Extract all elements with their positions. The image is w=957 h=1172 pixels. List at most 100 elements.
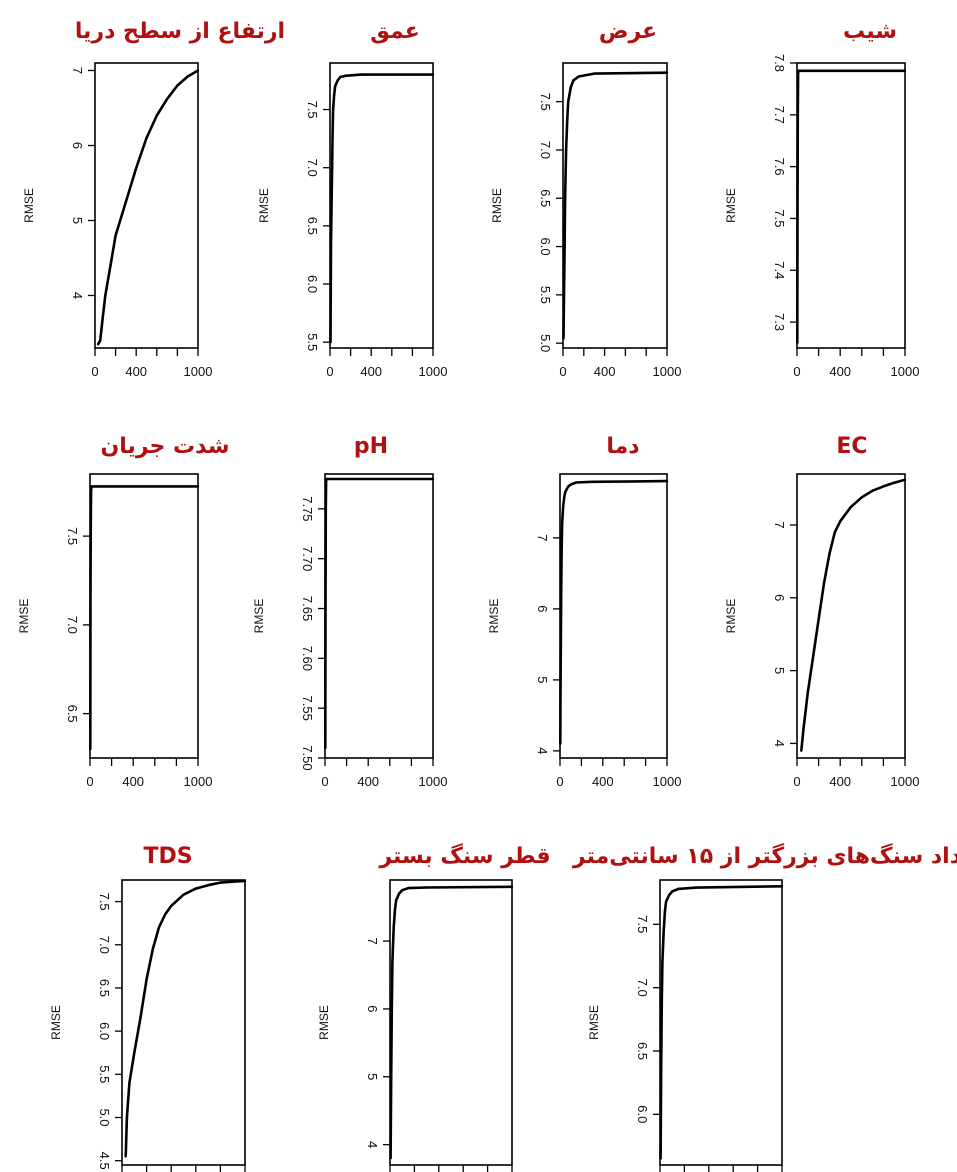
x-tick-label: 400 bbox=[829, 774, 851, 789]
data-point bbox=[806, 691, 809, 694]
data-point bbox=[839, 520, 842, 523]
y-tick-label: 7.6 bbox=[772, 158, 787, 176]
y-tick-label: 7.70 bbox=[300, 546, 315, 571]
y-tick-label: 6 bbox=[772, 594, 787, 601]
y-tick-label: 7 bbox=[535, 534, 550, 541]
y-tick-label: 7.5 bbox=[97, 893, 112, 911]
data-point bbox=[157, 926, 161, 929]
panel-1: ارتفاع از سطح دریا RMSE 4 5 6 7 0 400 1000 bbox=[22, 19, 285, 379]
rmse-series-line bbox=[329, 73, 433, 343]
data-point bbox=[332, 94, 336, 97]
y-tick-label: 6.5 bbox=[635, 1042, 650, 1060]
data-point bbox=[562, 504, 565, 508]
y-tick-label: 6.5 bbox=[97, 979, 112, 997]
y-tick-label: 7.5 bbox=[635, 915, 650, 933]
y-tick-label: 7.50 bbox=[300, 745, 315, 770]
panel-3: عرض RMSE 5.0 5.5 6.0 6.5 7.0 7.5 0 400 1000 bbox=[490, 19, 681, 379]
data-point bbox=[89, 517, 92, 520]
y-tick-label: 7 bbox=[70, 67, 85, 74]
data-point bbox=[325, 477, 328, 481]
data-point bbox=[145, 136, 148, 140]
y-axis-label: RMSE bbox=[317, 1005, 331, 1040]
data-point bbox=[182, 893, 185, 896]
y-tick-label: 4 bbox=[365, 1141, 380, 1148]
data-point bbox=[125, 1116, 129, 1119]
data-point bbox=[817, 618, 820, 621]
rmse-series-line bbox=[659, 885, 783, 1159]
panel-6: pH RMSE 7.50 7.55 7.60 7.65 7.70 7.75 0 400 1000 bbox=[252, 434, 447, 789]
rmse-series-line bbox=[389, 885, 513, 1159]
data-point bbox=[196, 485, 200, 488]
x-tick-label: 1000 bbox=[891, 774, 920, 789]
data-point bbox=[390, 1075, 393, 1078]
data-point bbox=[333, 85, 337, 88]
y-tick-label: 7.5 bbox=[65, 527, 80, 545]
data-point bbox=[796, 113, 799, 117]
y-tick-label: 6.0 bbox=[538, 238, 553, 256]
y-tick-label: 6.5 bbox=[538, 189, 553, 207]
y-tick-label: 4 bbox=[772, 740, 787, 747]
data-point bbox=[89, 747, 92, 751]
y-tick-label: 7.0 bbox=[538, 141, 553, 159]
panel-title: عمق bbox=[370, 19, 420, 44]
data-point bbox=[145, 978, 148, 981]
x-tick-label: 1000 bbox=[891, 364, 920, 379]
rmse-series-line bbox=[800, 478, 906, 751]
data-point bbox=[695, 886, 698, 889]
data-point bbox=[564, 148, 568, 152]
data-point bbox=[331, 108, 335, 111]
data-point bbox=[407, 886, 410, 890]
data-point bbox=[331, 131, 334, 134]
x-tick-label: 400 bbox=[829, 364, 851, 379]
data-point bbox=[797, 69, 800, 72]
y-tick-label: 7.60 bbox=[300, 646, 315, 671]
data-point bbox=[665, 479, 669, 483]
x-tick-label: 400 bbox=[594, 364, 616, 379]
y-tick-label: 6.5 bbox=[305, 217, 320, 235]
x-tick-label: 400 bbox=[360, 364, 382, 379]
data-point bbox=[89, 588, 92, 591]
data-point bbox=[135, 166, 138, 170]
data-point bbox=[662, 929, 665, 932]
data-point bbox=[780, 885, 784, 888]
plot-frame bbox=[121, 879, 246, 1166]
data-point bbox=[796, 341, 799, 345]
data-point bbox=[397, 892, 401, 895]
data-point bbox=[431, 477, 435, 481]
data-point bbox=[559, 600, 563, 603]
x-tick-label: 0 bbox=[793, 364, 800, 379]
panel-5: شدت جریان RMSE 6.5 7.0 7.5 0 400 1000 bbox=[17, 434, 229, 789]
y-tick-label: 7.8 bbox=[772, 54, 787, 72]
panel-4: شیب RMSE 7.3 7.4 7.5 7.6 7.7 7.8 0 400 1000 bbox=[724, 19, 919, 379]
plot-frame bbox=[796, 473, 906, 759]
data-point bbox=[671, 890, 674, 893]
panel-title: قطر سنگ بستر bbox=[378, 842, 550, 869]
panel-10: قطر سنگ بسترRMSE456704001000 bbox=[317, 842, 551, 1172]
y-tick-label: 7.7 bbox=[772, 106, 787, 124]
x-tick-label: 400 bbox=[125, 364, 147, 379]
y-tick-label: 7.0 bbox=[97, 936, 112, 954]
data-point bbox=[390, 1007, 394, 1011]
data-point bbox=[186, 75, 189, 78]
rmse-series-line bbox=[558, 479, 668, 744]
data-point bbox=[344, 74, 347, 77]
data-point bbox=[336, 79, 339, 82]
data-point bbox=[564, 490, 567, 493]
data-point bbox=[359, 73, 363, 76]
data-point bbox=[98, 339, 102, 342]
data-point bbox=[903, 69, 907, 72]
y-tick-label: 6.5 bbox=[65, 705, 80, 723]
rmse-series-line bbox=[96, 69, 199, 345]
y-tick-label: 6.0 bbox=[305, 275, 320, 293]
data-point bbox=[324, 746, 327, 750]
y-axis-label: RMSE bbox=[22, 188, 36, 223]
x-tick-label: 1000 bbox=[419, 774, 448, 789]
x-tick-label: 1000 bbox=[184, 364, 213, 379]
data-point bbox=[828, 552, 831, 556]
data-point bbox=[664, 900, 668, 903]
y-axis-label: RMSE bbox=[724, 599, 738, 634]
y-tick-label: 7.5 bbox=[305, 100, 320, 118]
y-tick-label: 5 bbox=[535, 676, 550, 683]
